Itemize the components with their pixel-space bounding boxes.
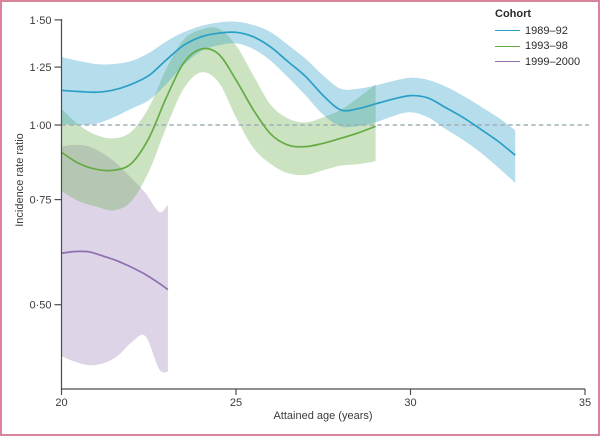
band-series-1989-92 [61, 21, 516, 183]
legend-label: 1999–2000 [525, 55, 581, 68]
x-tick-label: 30 [404, 397, 416, 409]
series-lines-layer [61, 31, 516, 291]
y-tick-label: 1·00 [29, 120, 51, 132]
x-axis-title: Attained age (years) [273, 410, 373, 422]
legend: Cohort 1989–92 1993–98 1999–2000 [495, 8, 580, 70]
legend-label: 1993–98 [525, 40, 568, 53]
x-tick-label: 25 [230, 397, 242, 409]
legend-title: Cohort [495, 8, 532, 20]
legend-items: 1989–92 1993–98 1999–2000 [495, 23, 580, 70]
axes-layer: 1·50 1·25 1·00 0·75 0·50 20 25 30 35 [29, 15, 591, 409]
legend-item-series-1989-92: 1989–92 [495, 23, 580, 39]
legend-line-swatch [495, 61, 520, 63]
y-axis-title: Incidence rate ratio [14, 133, 26, 227]
band-series-1999-2000 [61, 144, 168, 373]
legend-line-swatch [495, 30, 520, 32]
y-tick-label: 0·50 [29, 300, 51, 312]
y-tick-label: 0·75 [29, 195, 51, 207]
line-series-1993-98 [61, 47, 376, 172]
y-tick-label: 1·25 [29, 62, 51, 74]
confidence-bands-layer [61, 21, 516, 373]
legend-label: 1989–92 [525, 24, 568, 37]
legend-line-swatch [495, 45, 520, 47]
band-series-1993-98 [61, 27, 376, 211]
x-tick-label: 35 [579, 397, 591, 409]
line-series-1989-92 [61, 31, 516, 156]
legend-item-series-1999-2000: 1999–2000 [495, 54, 580, 70]
y-tick-label: 1·50 [29, 15, 51, 27]
line-series-1999-2000 [61, 250, 169, 291]
x-tick-label: 20 [55, 397, 67, 409]
legend-item-series-1993-98: 1993–98 [495, 39, 580, 55]
